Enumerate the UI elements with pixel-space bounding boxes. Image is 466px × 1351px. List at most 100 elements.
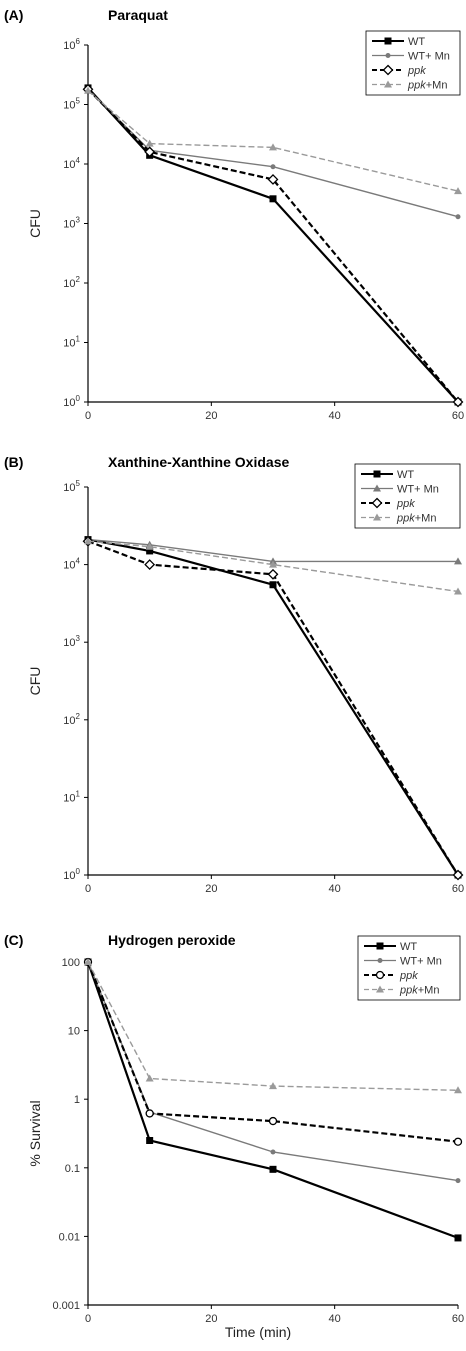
y-tick-label: 103: [63, 634, 80, 649]
data-point: [455, 1178, 461, 1184]
data-point: [84, 537, 92, 545]
legend-label: WT+ Mn: [397, 484, 439, 496]
data-point: [144, 559, 156, 571]
data-point: [270, 164, 276, 170]
data-point: [454, 1086, 462, 1094]
legend-label: ppk+Mn: [399, 985, 439, 997]
panel-label: (C): [4, 932, 23, 948]
data-point: [146, 547, 154, 555]
x-tick-label: 60: [452, 883, 464, 895]
y-axis-label: CFU: [27, 667, 43, 696]
series-4: [84, 86, 462, 195]
legend-label: ppk+Mn: [407, 80, 447, 92]
data-point: [454, 187, 462, 195]
series-line: [87, 538, 459, 876]
y-tick-label: 105: [63, 97, 80, 112]
series-1: [84, 536, 462, 879]
y-axis-label: % Survival: [27, 1100, 43, 1166]
chart-title: Hydrogen peroxide: [108, 932, 236, 948]
chart-panel-2: (B) Xanthine-Xanthine Oxidase 100 101 102 103…: [4, 454, 464, 895]
data-point: [268, 1116, 278, 1126]
y-tick-label: 0.1: [65, 1163, 80, 1175]
y-tick-label: 103: [63, 216, 80, 231]
y-tick-label: 105: [63, 479, 80, 494]
legend-label: ppk+Mn: [396, 513, 436, 525]
legend-marker: [375, 970, 385, 980]
chart-panel-1: (A) Paraquat 100 101 102 103 104 105 106 0 20 40 60 C…: [4, 7, 464, 422]
legend-marker: [373, 470, 381, 478]
data-point: [452, 869, 464, 881]
series-line: [86, 961, 459, 1143]
series-4: [84, 958, 462, 1094]
y-tick-label: 102: [63, 712, 80, 727]
series-line: [87, 540, 459, 593]
legend-marker: [371, 497, 383, 509]
y-tick-label: 1: [74, 1094, 80, 1106]
y-tick-label: 100: [63, 867, 80, 882]
legend-label: ppk: [407, 65, 426, 77]
legend-marker: [384, 80, 392, 88]
data-point: [454, 587, 462, 595]
data-point: [267, 568, 279, 580]
data-point: [144, 146, 156, 158]
legend-marker: [376, 985, 384, 993]
data-point: [267, 174, 279, 185]
series-1: [84, 84, 462, 406]
series-line: [86, 961, 459, 1239]
y-tick-label: 100: [63, 394, 80, 409]
data-point: [146, 1137, 154, 1145]
y-tick-label: 101: [63, 789, 80, 804]
series-line: [87, 87, 459, 403]
legend-label: WT+ Mn: [400, 956, 442, 968]
x-tick-label: 0: [85, 883, 91, 895]
y-tick-label: 104: [63, 557, 80, 572]
data-point: [269, 143, 277, 151]
y-axis-label: CFU: [27, 209, 43, 238]
legend: WT WT+ Mn ppk ppk+Mn: [357, 935, 461, 1001]
x-axis-label: Time (min): [225, 1324, 291, 1340]
y-tick-label: 104: [63, 156, 80, 171]
x-tick-label: 0: [85, 1313, 91, 1325]
y-tick-label: 106: [63, 37, 80, 52]
chart-title: Paraquat: [108, 7, 168, 23]
chart-title: Xanthine-Xanthine Oxidase: [108, 454, 289, 470]
x-tick-label: 60: [452, 410, 464, 422]
series-4: [84, 537, 462, 595]
y-tick-label: 100: [62, 957, 80, 969]
data-point: [455, 214, 461, 220]
chart-panel-3: (C) Hydrogen peroxide 0.001 0.01 0.1 1 10 100 0 2…: [4, 932, 464, 1340]
data-point: [269, 1082, 277, 1090]
y-tick-label: 0.001: [52, 1300, 80, 1312]
legend-marker: [384, 37, 392, 45]
data-point: [145, 542, 154, 550]
data-point: [270, 1149, 276, 1155]
data-point: [453, 1137, 463, 1146]
data-point: [84, 86, 92, 94]
series-line: [87, 90, 459, 192]
x-tick-label: 40: [329, 410, 341, 422]
data-point: [454, 557, 462, 565]
panel-label: (A): [4, 7, 23, 23]
legend-marker: [382, 64, 394, 76]
series-line: [87, 88, 459, 218]
legend-label: WT: [408, 36, 425, 48]
legend-marker: [373, 513, 381, 521]
x-tick-label: 0: [85, 410, 91, 422]
data-point: [84, 958, 92, 965]
data-point: [269, 560, 277, 568]
data-point: [145, 139, 154, 147]
x-tick-label: 40: [329, 1313, 341, 1325]
x-tick-label: 40: [329, 883, 341, 895]
series-line: [87, 88, 459, 403]
y-tick-label: 10: [68, 1026, 80, 1038]
data-point: [452, 396, 464, 408]
x-tick-label: 20: [205, 410, 217, 422]
legend-marker: [385, 53, 391, 58]
data-point: [269, 195, 277, 203]
legend-label: ppk: [399, 970, 418, 982]
x-tick-label: 20: [205, 883, 217, 895]
data-point: [269, 581, 277, 589]
legend-label: ppk: [396, 498, 415, 510]
data-point: [269, 1165, 277, 1173]
legend-marker: [373, 484, 381, 492]
